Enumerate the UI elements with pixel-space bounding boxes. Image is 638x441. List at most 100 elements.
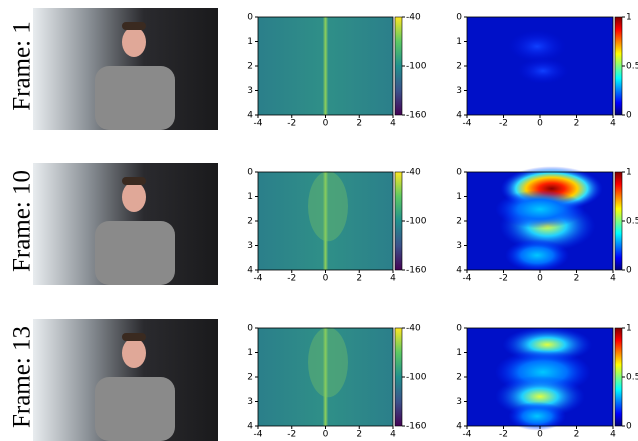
x-tick-label: -2 [499, 274, 508, 284]
x-tick-label: -2 [287, 274, 296, 284]
colorbar-tick-label: -160 [406, 111, 427, 121]
colorbar-tick-label: -40 [406, 168, 421, 178]
person-body [95, 377, 175, 441]
y-tick-label: 1 [456, 37, 462, 47]
colorbar-tick-label: 1 [626, 168, 632, 178]
colorbar-tick-label: -160 [406, 422, 427, 432]
x-tick-label: -4 [463, 430, 472, 440]
y-tick-label: 0 [247, 13, 253, 23]
row-label: Frame: 13 [9, 326, 36, 428]
spectrogram-energy [308, 327, 348, 397]
y-tick-label: 2 [456, 373, 462, 383]
y-tick-label: 0 [456, 13, 462, 23]
colorbar-tick-label: 0 [626, 422, 632, 432]
colorbar-tick-label: 1 [626, 13, 632, 23]
y-tick-label: 4 [247, 422, 253, 432]
x-tick-label: 4 [610, 119, 616, 129]
colorbar [395, 172, 402, 270]
y-tick-label: 0 [456, 324, 462, 334]
person-face [122, 338, 146, 368]
y-tick-label: 3 [456, 397, 462, 407]
colorbar-tick-label: 0.5 [626, 217, 638, 227]
y-tick-label: 2 [247, 373, 253, 383]
colorbar-tick-label: 0.5 [626, 62, 638, 72]
colorbar [615, 328, 622, 426]
heatmap-blob [505, 239, 569, 271]
y-tick-label: 0 [456, 168, 462, 178]
person-body [95, 66, 175, 130]
colorbar-tick-label: -100 [406, 62, 427, 72]
x-tick-label: 0 [537, 274, 543, 284]
y-tick-label: 4 [247, 111, 253, 121]
colorbar-tick-label: -40 [406, 324, 421, 334]
colorbar [615, 17, 622, 115]
row-label: Frame: 10 [9, 170, 36, 272]
y-tick-label: 4 [247, 266, 253, 276]
colorbar-tick-label: -100 [406, 373, 427, 383]
y-tick-label: 1 [247, 37, 253, 47]
y-tick-label: 0 [247, 168, 253, 178]
x-tick-label: 0 [537, 430, 543, 440]
y-tick-label: 0 [247, 324, 253, 334]
y-tick-label: 3 [247, 86, 253, 96]
x-tick-label: 2 [356, 119, 362, 129]
y-tick-label: 3 [247, 241, 253, 251]
colorbar [395, 328, 402, 426]
y-tick-label: 4 [456, 111, 462, 121]
colorbar-tick-label: 0.5 [626, 373, 638, 383]
person-hair [122, 22, 146, 30]
y-tick-label: 1 [456, 348, 462, 358]
heatmap-blob [495, 190, 585, 228]
colorbar-tick-label: -100 [406, 217, 427, 227]
spectrogram-energy [308, 171, 348, 241]
heatmap-blob [517, 58, 568, 84]
x-tick-label: -4 [254, 119, 263, 129]
x-tick-label: 4 [390, 430, 396, 440]
heatmap-blob [508, 30, 566, 62]
y-tick-label: 4 [456, 422, 462, 432]
y-tick-label: 1 [247, 348, 253, 358]
x-tick-label: -2 [499, 430, 508, 440]
person-face [122, 182, 146, 212]
x-tick-label: -4 [463, 119, 472, 129]
colorbar-tick-label: 1 [626, 324, 632, 334]
colorbar-tick-label: 0 [626, 111, 632, 121]
person-hair [122, 333, 146, 341]
row-label: Frame: 1 [9, 21, 36, 111]
x-tick-label: 4 [390, 274, 396, 284]
x-tick-label: -2 [499, 119, 508, 129]
person-face [122, 27, 146, 57]
colorbar [395, 17, 402, 115]
colorbar-tick-label: -160 [406, 266, 427, 276]
x-tick-label: 0 [537, 119, 543, 129]
x-tick-label: -4 [254, 430, 263, 440]
x-tick-label: 2 [356, 430, 362, 440]
person-body [95, 221, 175, 285]
x-tick-label: 0 [323, 430, 329, 440]
y-tick-label: 2 [247, 62, 253, 72]
y-tick-label: 4 [456, 266, 462, 276]
figure: Frame: 1-4-202401234-40-100-160-4-202401… [0, 0, 638, 441]
y-tick-label: 3 [456, 86, 462, 96]
x-tick-label: 2 [574, 274, 580, 284]
y-tick-label: 3 [247, 397, 253, 407]
person-hair [122, 177, 146, 185]
x-tick-label: 2 [574, 430, 580, 440]
x-tick-label: 0 [323, 119, 329, 129]
y-tick-label: 2 [247, 217, 253, 227]
spectrogram-image [258, 17, 393, 115]
y-tick-label: 2 [456, 217, 462, 227]
x-tick-label: 2 [574, 119, 580, 129]
colorbar-tick-label: 0 [626, 266, 632, 276]
y-tick-label: 3 [456, 241, 462, 251]
x-tick-label: 4 [390, 119, 396, 129]
y-tick-label: 1 [247, 192, 253, 202]
x-tick-label: 4 [610, 274, 616, 284]
y-tick-label: 1 [456, 192, 462, 202]
x-tick-label: 4 [610, 430, 616, 440]
y-tick-label: 2 [456, 62, 462, 72]
colorbar [615, 172, 622, 270]
x-tick-label: -2 [287, 119, 296, 129]
x-tick-label: 2 [356, 274, 362, 284]
x-tick-label: 0 [323, 274, 329, 284]
